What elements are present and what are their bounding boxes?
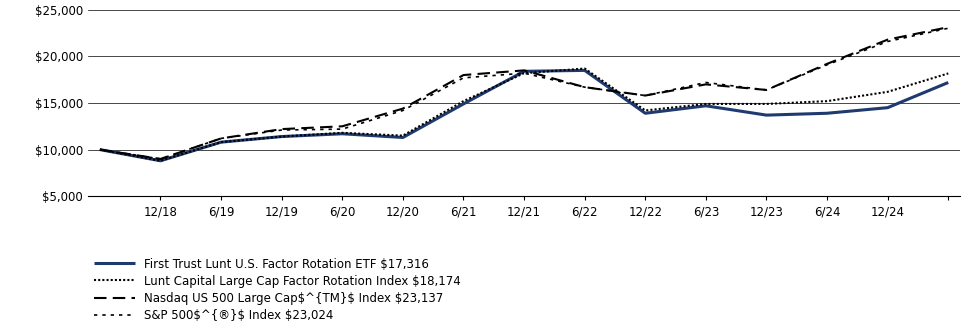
Legend: First Trust Lunt U.S. Factor Rotation ETF $17,316, Lunt Capital Large Cap Factor: First Trust Lunt U.S. Factor Rotation ET…: [94, 258, 461, 322]
